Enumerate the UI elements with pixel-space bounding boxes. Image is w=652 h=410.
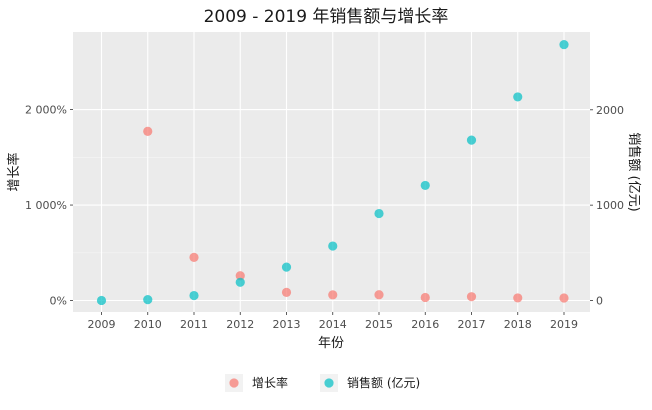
data-points <box>96 39 569 306</box>
y-axis-right-title: 销售额 (亿元) <box>626 132 642 211</box>
plot-panel <box>73 32 590 312</box>
growth-rate-point-2017 <box>466 292 477 302</box>
y-axis-left-title: 增长率 <box>6 152 22 191</box>
growth-rate-point-2018 <box>513 293 523 303</box>
y-right-tick-label: 2000 <box>596 104 624 117</box>
sales-point-2012 <box>235 277 245 287</box>
sales-point-2019 <box>559 39 569 50</box>
sales-point-2011 <box>189 290 199 301</box>
sales-point-2009 <box>96 295 107 306</box>
growth-rate-point-2019 <box>559 293 569 303</box>
x-tick-label: 2012 <box>226 318 254 331</box>
sales-point-2015 <box>374 208 384 219</box>
growth-rate-point-2013 <box>281 287 292 297</box>
legend-label-sales: 销售额 (亿元) <box>347 375 420 390</box>
legend-marker-sales <box>324 378 334 388</box>
x-tick-label: 2013 <box>273 318 301 331</box>
x-tick-label: 2017 <box>458 318 486 331</box>
x-tick-label: 2018 <box>504 318 532 331</box>
legend-label-growth: 增长率 <box>252 375 288 390</box>
x-tick-label: 2009 <box>88 318 116 331</box>
x-tick-label: 2015 <box>365 318 393 331</box>
sales-point-2016 <box>420 180 430 191</box>
growth-rate-point-2012 <box>235 271 245 281</box>
y-left-tick-label: 2 000% <box>25 104 67 117</box>
sales-point-2014 <box>328 241 338 251</box>
sales-point-2010 <box>143 295 153 305</box>
growth-rate-point-2010 <box>143 126 153 136</box>
chart-title: 2009 - 2019 年销售额与增长率 <box>204 7 449 27</box>
legend-marker-growth <box>229 378 239 388</box>
sales-point-2017 <box>466 135 477 145</box>
growth-rate-point-2016 <box>420 292 430 303</box>
y-right-tick-label: 0 <box>596 295 603 308</box>
sales-point-2018 <box>513 92 523 102</box>
y-right-tick-label: 1000 <box>596 199 624 212</box>
legend: 增长率 销售额 (亿元) <box>225 374 420 392</box>
y-left-tick-label: 1 000% <box>25 199 67 212</box>
sales-point-2013 <box>281 262 292 272</box>
x-tick-label: 2014 <box>319 318 347 331</box>
axis-ticks: 2009 2010 2011 2012 2013 2014 2015 2016 2017 2018… <box>25 104 624 331</box>
x-tick-label: 2016 <box>411 318 439 331</box>
growth-rate-point-2014 <box>328 290 338 300</box>
x-tick-label: 2011 <box>180 318 208 331</box>
growth-rate-point-2011 <box>189 252 199 262</box>
grid-lines <box>73 32 590 312</box>
x-tick-label: 2019 <box>550 318 578 331</box>
x-axis-title: 年份 <box>318 336 344 351</box>
growth-rate-point-2015 <box>374 290 384 300</box>
y-left-tick-label: 0% <box>50 295 67 308</box>
x-tick-label: 2010 <box>134 318 162 331</box>
